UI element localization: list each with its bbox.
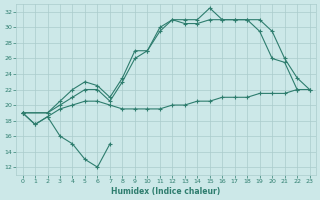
X-axis label: Humidex (Indice chaleur): Humidex (Indice chaleur) [111,187,221,196]
